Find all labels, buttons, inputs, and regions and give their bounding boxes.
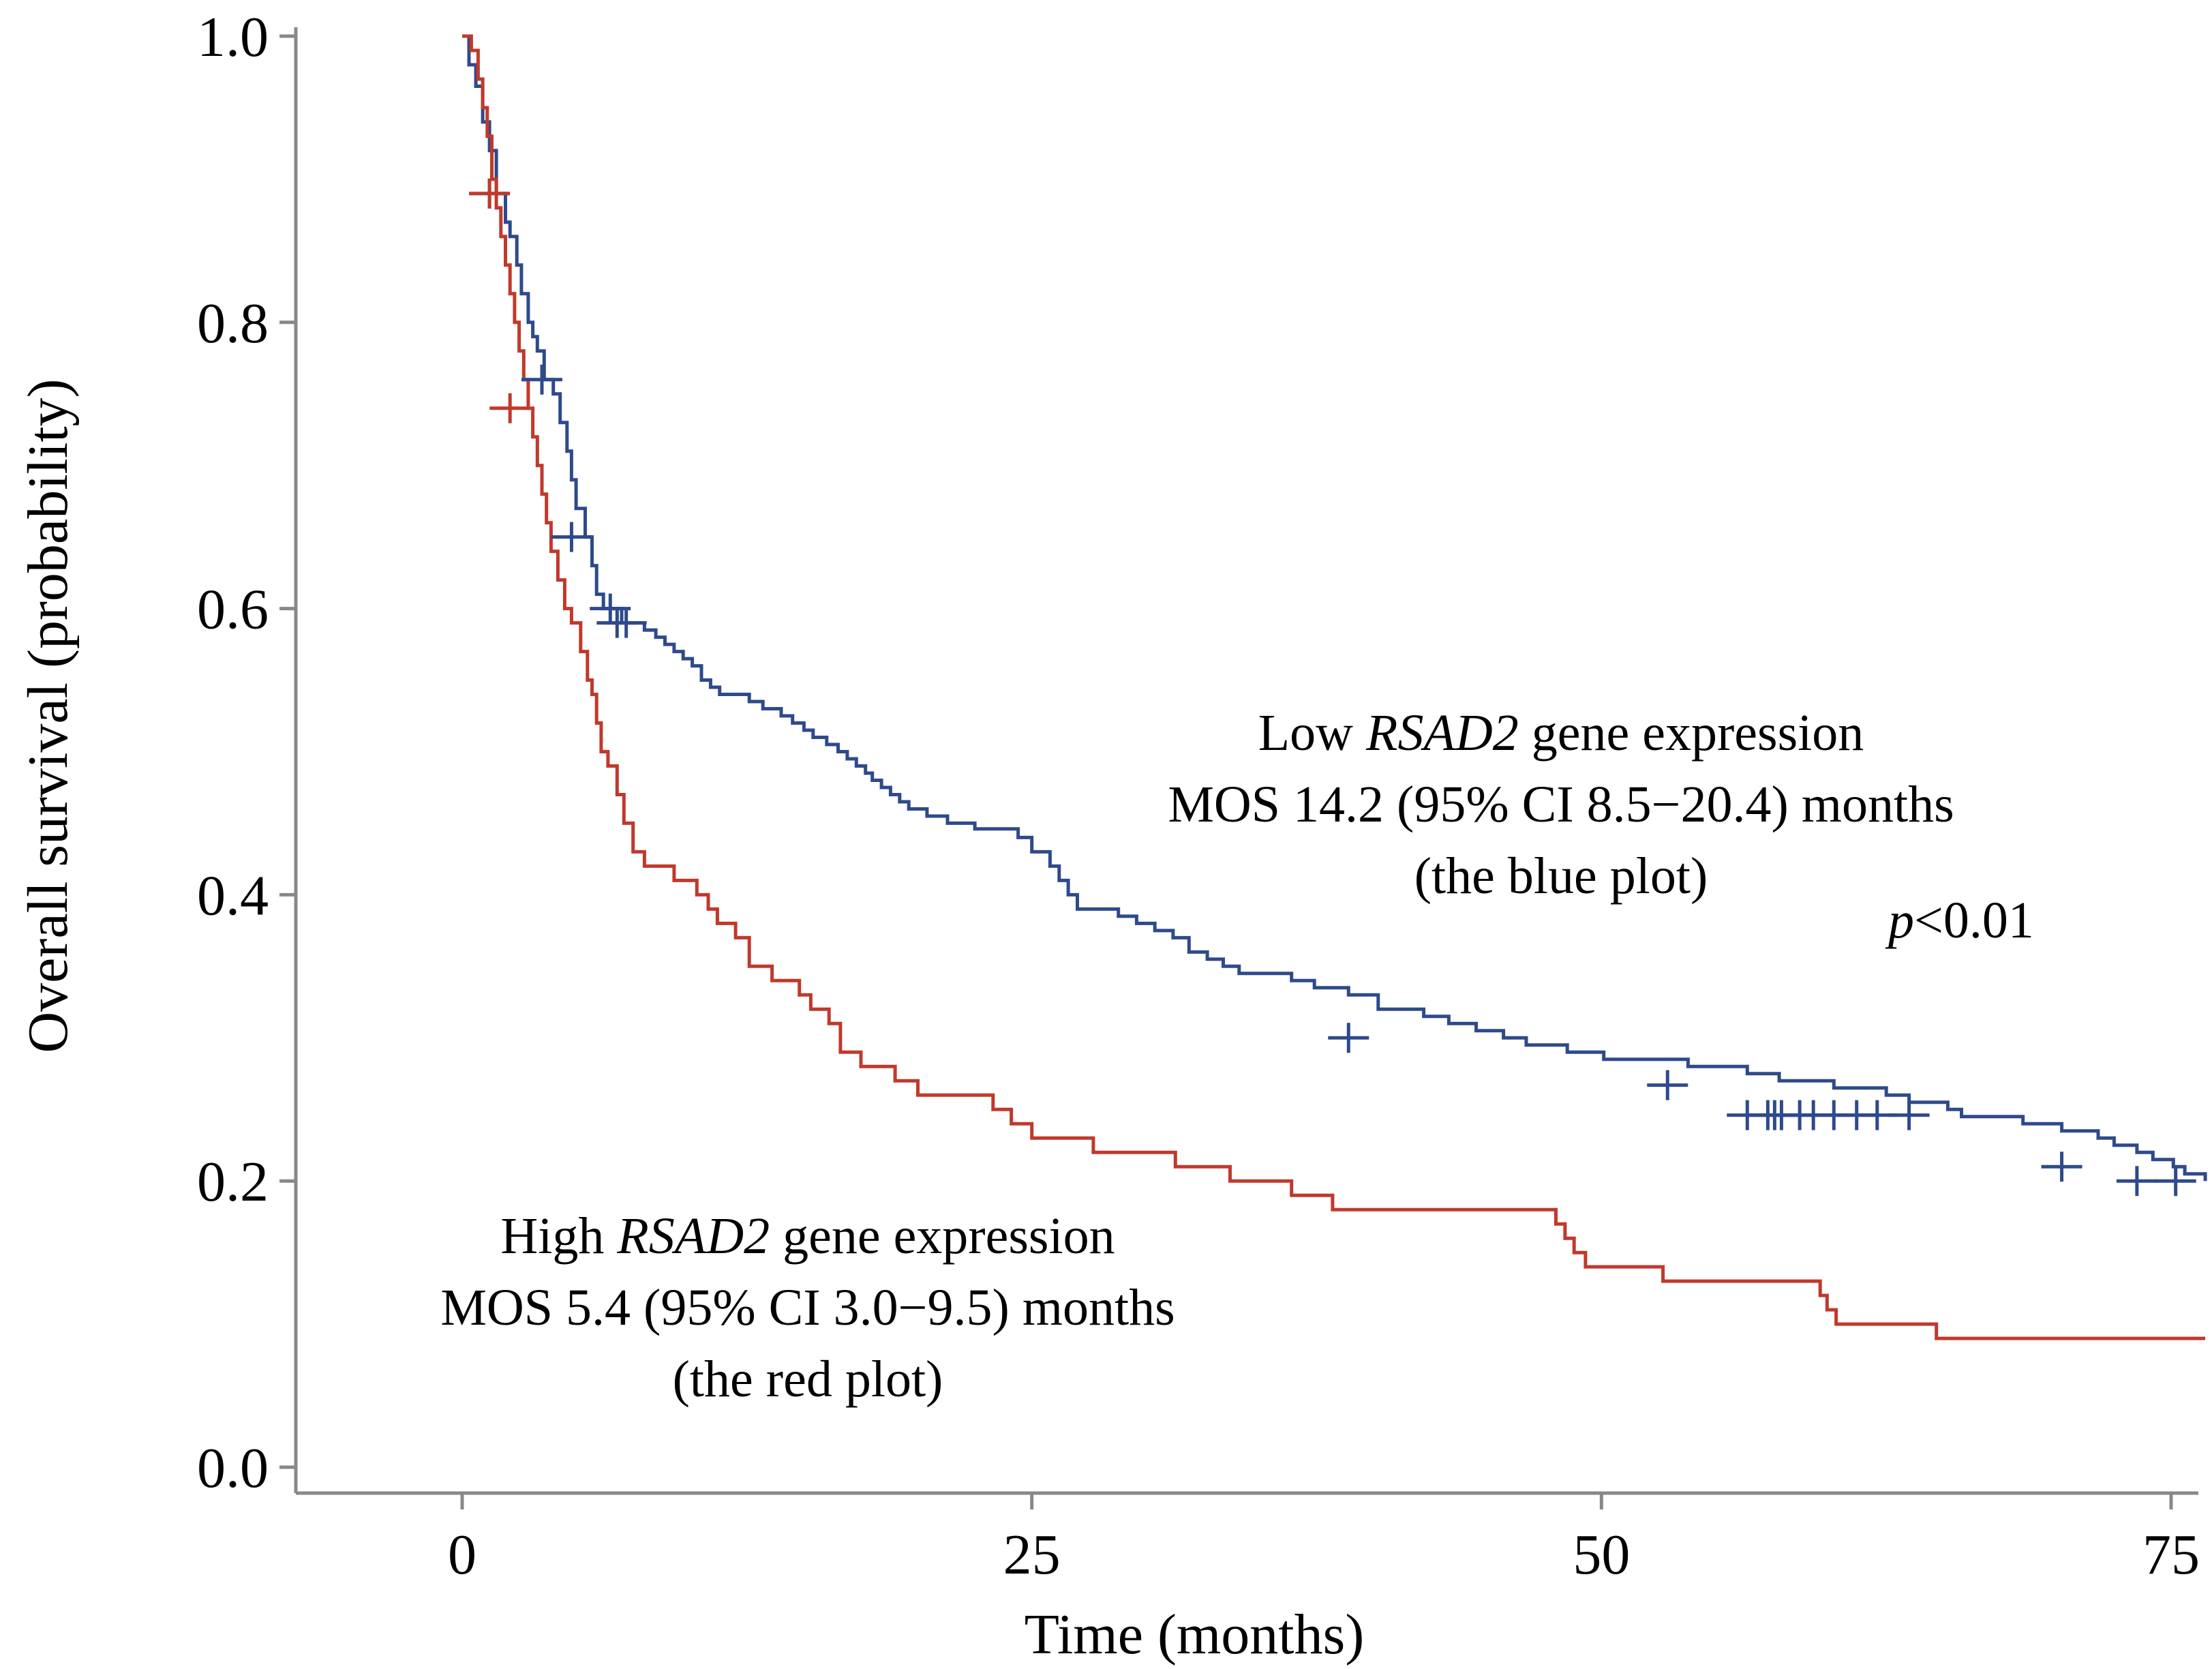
x-axis-title: Time (months) xyxy=(1025,1603,1365,1666)
censor-marks xyxy=(469,178,2196,1197)
ticks: 0.0 0.2 0.4 0.6 0.8 1.0 0 25 50 75 xyxy=(197,5,2200,1587)
x-tick-label: 0 xyxy=(448,1523,476,1587)
low-expression-censor-mark xyxy=(590,593,631,624)
low-expression-annotation: Low RSAD2 gene expression MOS 14.2 (95% … xyxy=(1168,704,1954,905)
y-tick-label: 0.2 xyxy=(197,1150,269,1214)
low-expression-censor-mark xyxy=(2116,1166,2157,1197)
low-expression-censor-mark xyxy=(1647,1070,1688,1100)
low-annotation-line1: Low RSAD2 gene expression xyxy=(1258,704,1864,762)
y-tick-label: 1.0 xyxy=(197,5,269,69)
y-tick-label: 0.4 xyxy=(197,864,269,927)
low-expression-censor-mark xyxy=(2155,1166,2196,1197)
low-annotation-line3: (the blue plot) xyxy=(1414,847,1708,905)
low-annotation-line2: MOS 14.2 (95% CI 8.5−20.4) months xyxy=(1168,776,1954,833)
high-expression-censor-mark xyxy=(489,393,531,423)
low-expression-censor-mark xyxy=(521,364,562,395)
high-expression-censor-mark xyxy=(469,178,511,209)
y-tick-label: 0.0 xyxy=(197,1437,269,1500)
high-annotation-line2: MOS 5.4 (95% CI 3.0−9.5) months xyxy=(440,1279,1175,1336)
high-annotation-line3: (the red plot) xyxy=(673,1351,943,1408)
y-tick-label: 0.6 xyxy=(197,578,269,642)
high-expression-survival-curve xyxy=(462,34,2206,1340)
x-tick-label: 50 xyxy=(1573,1523,1630,1587)
low-expression-censor-mark xyxy=(551,522,592,552)
low-expression-survival-curve xyxy=(462,34,2207,1182)
y-tick-label: 0.8 xyxy=(197,292,269,355)
low-expression-censor-mark xyxy=(1888,1100,1930,1130)
y-axis-title: Overall survival (probability) xyxy=(16,378,80,1053)
p-value-label: p<0.01 xyxy=(1885,892,2034,949)
x-tick-label: 75 xyxy=(2142,1523,2200,1587)
curves xyxy=(462,34,2207,1340)
low-expression-censor-mark xyxy=(1328,1023,1369,1053)
low-expression-censor-mark xyxy=(605,607,647,638)
axes xyxy=(294,27,2198,1495)
x-tick-label: 25 xyxy=(1003,1523,1061,1587)
high-annotation-line1: High RSAD2 gene expression xyxy=(500,1207,1115,1265)
high-expression-annotation: High RSAD2 gene expression MOS 5.4 (95% … xyxy=(440,1207,1175,1408)
low-expression-censor-mark xyxy=(2041,1152,2082,1182)
